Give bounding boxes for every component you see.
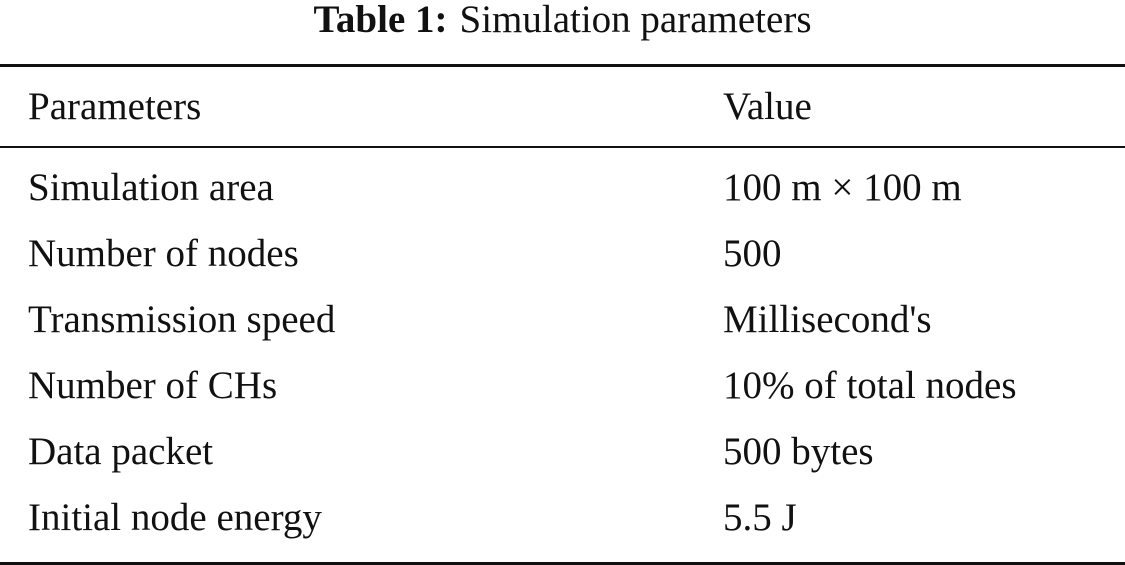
parameter-name: Data packet [28, 430, 214, 473]
caption-label: Table 1: [313, 0, 448, 41]
table-row: Data packet 500 bytes [0, 419, 1125, 485]
caption-title: Simulation parameters [459, 0, 812, 41]
header-value: Value [723, 85, 812, 128]
header-parameters: Parameters [28, 85, 202, 128]
parameter-value: 500 [723, 232, 782, 275]
header-row: Parameters Value [0, 74, 1125, 140]
table-row: Number of CHs 10% of total nodes [0, 353, 1125, 419]
header-rule [0, 146, 1125, 148]
parameter-name: Simulation area [28, 166, 274, 209]
table-header: Parameters Value [0, 74, 1125, 140]
table-caption: Table 1: Simulation parameters [0, 0, 1125, 40]
parameter-name: Number of nodes [28, 232, 299, 275]
parameter-value: Millisecond's [723, 298, 932, 341]
parameter-name: Initial node energy [28, 496, 322, 539]
parameter-value: 500 bytes [723, 430, 874, 473]
table-row: Number of nodes 500 [0, 221, 1125, 287]
parameter-value: 100 m × 100 m [723, 166, 962, 209]
table-row: Simulation area 100 m × 100 m [0, 155, 1125, 221]
parameters-table: Simulation area 100 m × 100 m Number of … [0, 155, 1125, 551]
table-row: Transmission speed Millisecond's [0, 287, 1125, 353]
parameter-value: 10% of total nodes [723, 364, 1017, 407]
top-rule [0, 64, 1125, 67]
bottom-rule [0, 562, 1125, 565]
parameter-name: Number of CHs [28, 364, 278, 407]
parameter-value: 5.5 J [723, 496, 797, 539]
table-row: Initial node energy 5.5 J [0, 485, 1125, 551]
parameter-name: Transmission speed [28, 298, 336, 341]
